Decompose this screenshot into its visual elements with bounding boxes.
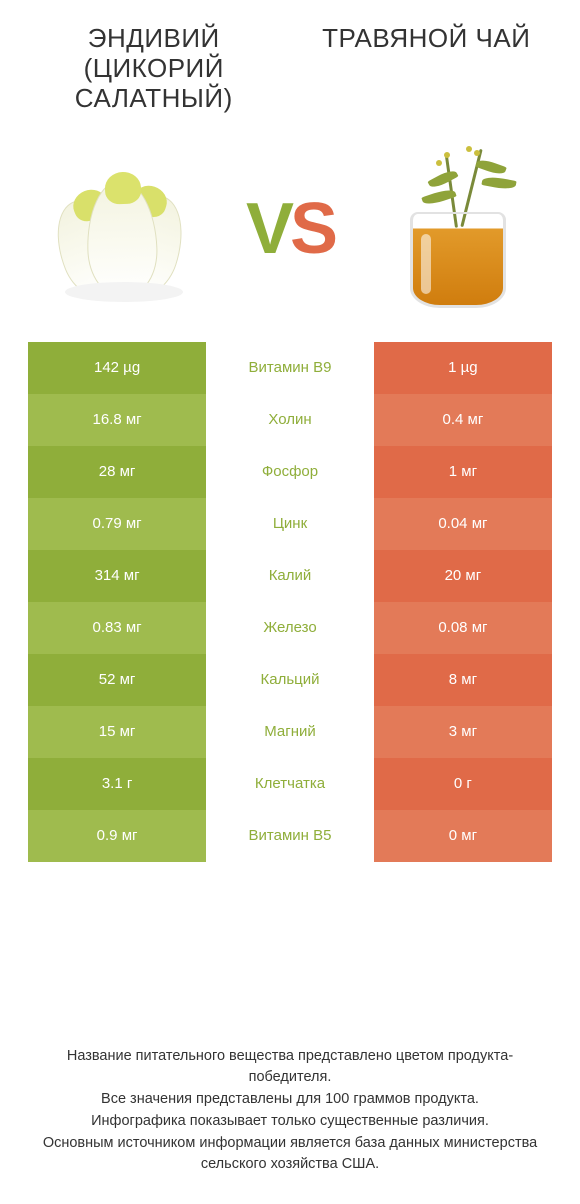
nutrient-label: Калий <box>206 550 374 602</box>
table-row: 52 мгКальций8 мг <box>28 654 552 706</box>
table-row: 314 мгКалий20 мг <box>28 550 552 602</box>
right-value: 1 µg <box>374 342 552 394</box>
table-row: 0.83 мгЖелезо0.08 мг <box>28 602 552 654</box>
table-row: 0.79 мгЦинк0.04 мг <box>28 498 552 550</box>
footer-line: Все значения представлены для 100 граммо… <box>32 1089 548 1111</box>
nutrient-label: Магний <box>206 706 374 758</box>
footer-note: Название питательного вещества представл… <box>28 1046 552 1185</box>
left-value: 142 µg <box>28 342 206 394</box>
left-value: 0.79 мг <box>28 498 206 550</box>
table-row: 0.9 мгВитамин B50 мг <box>28 810 552 862</box>
table-row: 28 мгФосфор1 мг <box>28 446 552 498</box>
left-value: 0.9 мг <box>28 810 206 862</box>
right-value: 1 мг <box>374 446 552 498</box>
table-row: 3.1 гКлетчатка0 г <box>28 758 552 810</box>
right-value: 0 мг <box>374 810 552 862</box>
left-value: 28 мг <box>28 446 206 498</box>
table-row: 142 µgВитамин B91 µg <box>28 342 552 394</box>
nutrient-label: Кальций <box>206 654 374 706</box>
left-value: 314 мг <box>28 550 206 602</box>
header: ЭНДИВИЙ (ЦИКОРИЙ САЛАТНЫЙ) ТРАВЯНОЙ ЧАЙ <box>28 24 552 114</box>
footer-line: Основным источником информации является … <box>32 1133 548 1177</box>
left-product-image <box>32 139 212 319</box>
comparison-table: 142 µgВитамин B91 µg16.8 мгХолин0.4 мг28… <box>28 342 552 862</box>
right-value: 20 мг <box>374 550 552 602</box>
nutrient-label: Фосфор <box>206 446 374 498</box>
left-value: 16.8 мг <box>28 394 206 446</box>
right-value: 3 мг <box>374 706 552 758</box>
table-row: 15 мгМагний3 мг <box>28 706 552 758</box>
right-value: 0.04 мг <box>374 498 552 550</box>
vs-v: V <box>246 193 290 265</box>
nutrient-label: Железо <box>206 602 374 654</box>
nutrient-label: Цинк <box>206 498 374 550</box>
right-value: 8 мг <box>374 654 552 706</box>
table-row: 16.8 мгХолин0.4 мг <box>28 394 552 446</box>
right-value: 0 г <box>374 758 552 810</box>
right-product-image <box>368 139 548 319</box>
left-value: 3.1 г <box>28 758 206 810</box>
vs-s: S <box>290 193 334 265</box>
nutrient-label: Витамин B5 <box>206 810 374 862</box>
footer-line: Название питательного вещества представл… <box>32 1046 548 1090</box>
left-product-title: ЭНДИВИЙ (ЦИКОРИЙ САЛАТНЫЙ) <box>28 24 280 114</box>
right-value: 0.08 мг <box>374 602 552 654</box>
vs-label: V S <box>246 193 334 265</box>
right-value: 0.4 мг <box>374 394 552 446</box>
left-value: 0.83 мг <box>28 602 206 654</box>
left-value: 52 мг <box>28 654 206 706</box>
left-value: 15 мг <box>28 706 206 758</box>
footer-line: Инфографика показывает только существенн… <box>32 1111 548 1133</box>
right-product-title: ТРАВЯНОЙ ЧАЙ <box>300 24 552 114</box>
nutrient-label: Холин <box>206 394 374 446</box>
endive-icon <box>47 154 197 304</box>
nutrient-label: Витамин B9 <box>206 342 374 394</box>
nutrient-label: Клетчатка <box>206 758 374 810</box>
herbal-tea-icon <box>378 144 538 314</box>
images-row: V S <box>32 134 548 324</box>
